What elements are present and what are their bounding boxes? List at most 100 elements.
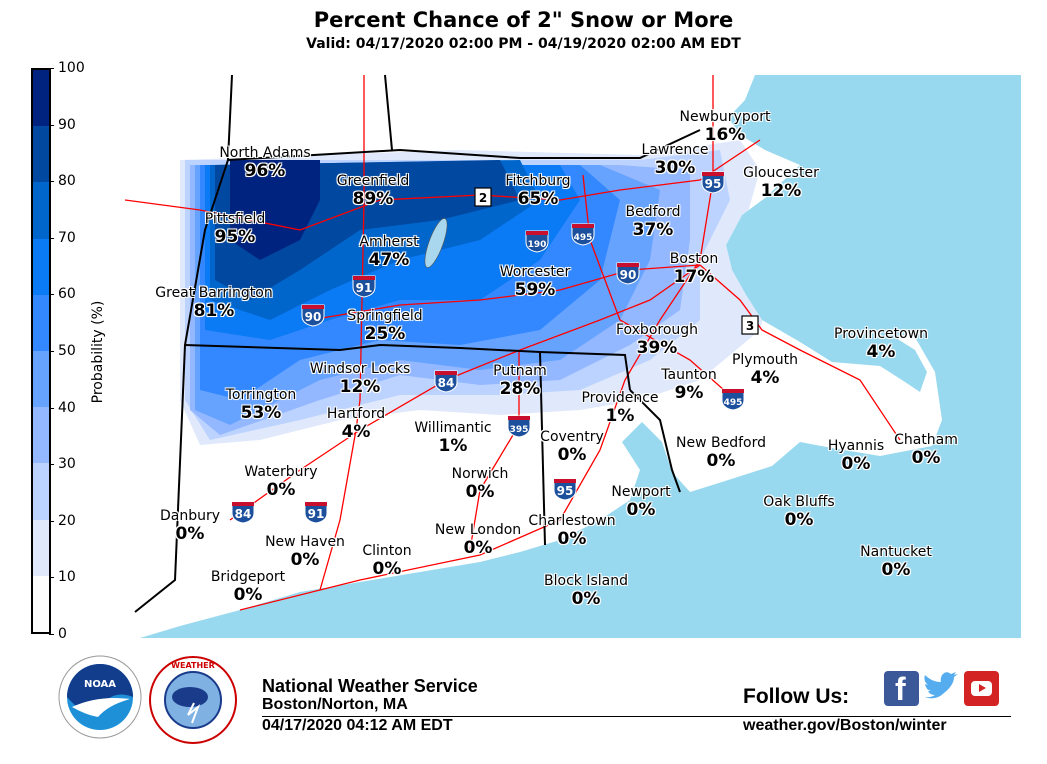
colorbar-label: Probability (%) xyxy=(90,300,106,404)
city-probability: 37% xyxy=(632,220,674,240)
state-borders xyxy=(134,74,701,613)
highway-shield-95: 95 xyxy=(553,478,577,501)
city-probability: 0% xyxy=(706,451,736,471)
city-windsor-locks: Windsor Locks 12% xyxy=(310,361,410,397)
nws-logo: WEATHER xyxy=(149,656,237,744)
city-block-island: Block Island 0% xyxy=(544,573,628,609)
map-title: Percent Chance of 2" Snow or More xyxy=(313,8,734,32)
colorbar-bin xyxy=(33,350,49,408)
probability-contour xyxy=(230,160,320,260)
city-providence: Providence 1% xyxy=(581,390,658,426)
city-name: Providence xyxy=(581,390,659,406)
highway-shield-90: 90 xyxy=(301,304,325,327)
highway-shield-84: 84 xyxy=(434,370,458,393)
colorbar-bin xyxy=(33,182,49,239)
valid-period: Valid: 04/17/2020 02:00 PM - 04/19/2020 … xyxy=(306,36,741,52)
office-location: Boston/Norton, MA xyxy=(262,696,408,713)
svg-text:90: 90 xyxy=(620,268,637,282)
city-foxborough: Foxborough 39% xyxy=(616,322,698,358)
city-name: New Haven xyxy=(265,534,345,550)
state-border xyxy=(184,343,631,391)
city-name: Provincetown xyxy=(834,326,928,342)
city-name: Newport xyxy=(611,484,671,500)
colorbar-tick-mark xyxy=(49,237,54,239)
city-clinton: Clinton 0% xyxy=(362,543,411,579)
issued-time: 04/17/2020 04:12 AM EDT xyxy=(262,717,453,734)
city-new-london: New London 0% xyxy=(435,522,521,558)
svg-text:84: 84 xyxy=(235,507,252,521)
city-probability: 12% xyxy=(760,181,802,201)
city-probability: 30% xyxy=(654,158,696,178)
svg-text:495: 495 xyxy=(724,398,743,408)
city-probability: 0% xyxy=(465,482,495,502)
website-link[interactable]: weather.gov/Boston/winter xyxy=(743,717,947,734)
city-provincetown: Provincetown 4% xyxy=(834,326,928,362)
colorbar-tick-label: 70 xyxy=(58,229,76,246)
city-amherst: Amherst 47% xyxy=(359,234,418,270)
svg-text:3: 3 xyxy=(746,319,754,333)
city-name: Taunton xyxy=(661,367,717,383)
city-willimantic: Willimantic 1% xyxy=(414,420,491,456)
colorbar-tick-mark xyxy=(49,634,54,635)
city-probability: 16% xyxy=(704,125,746,145)
city-name: Torrington xyxy=(225,387,297,403)
city-name: Springfield xyxy=(347,308,423,324)
city-probability: 0% xyxy=(571,589,601,609)
city-name: Bridgeport xyxy=(210,569,286,585)
highway-shield-2: 2 xyxy=(474,187,492,207)
colorbar-tick-mark xyxy=(49,407,54,409)
city-name: Coventry xyxy=(540,429,604,445)
highway-shield-395: 395 xyxy=(507,415,531,438)
city-newburyport: Newburyport 16% xyxy=(679,109,770,145)
city-name: Bedford xyxy=(625,204,681,220)
footer-divider xyxy=(262,716,1011,717)
city-probability: 89% xyxy=(352,189,394,209)
facebook-icon[interactable]: f xyxy=(884,671,919,707)
state-border xyxy=(227,129,701,161)
city-name: New London xyxy=(434,522,522,538)
city-name: North Adams xyxy=(219,145,311,161)
city-probability: 95% xyxy=(214,227,256,247)
twitter-icon[interactable] xyxy=(922,671,958,706)
state-border xyxy=(384,74,393,151)
colorbar-tick-label: 60 xyxy=(58,286,76,303)
city-name: Worcester xyxy=(499,264,571,280)
city-name: Plymouth xyxy=(731,352,799,368)
city-probability: 1% xyxy=(605,406,635,426)
colorbar-tick-label: 80 xyxy=(58,173,76,190)
city-name: Newburyport xyxy=(679,109,771,125)
city-name: Great Barrington xyxy=(155,285,273,301)
city-pittsfield: Pittsfield 95% xyxy=(205,211,266,247)
city-probability: 0% xyxy=(233,585,263,605)
city-probability: 0% xyxy=(911,448,941,468)
colorbar-tick-mark xyxy=(49,124,54,126)
city-probability: 0% xyxy=(784,510,814,530)
city-probability: 59% xyxy=(514,280,556,300)
city-probability: 0% xyxy=(463,538,493,558)
city-hartford: Hartford 4% xyxy=(327,406,385,442)
colorbar-tick-label: 40 xyxy=(58,399,76,416)
road xyxy=(699,264,901,441)
highway-shield-90: 90 xyxy=(616,262,640,285)
highway-shield-495: 495 xyxy=(571,223,595,246)
city-worcester: Worcester 59% xyxy=(500,264,571,300)
svg-text:84: 84 xyxy=(438,376,455,390)
city-hyannis: Hyannis 0% xyxy=(828,438,884,474)
city-probability: 0% xyxy=(881,560,911,580)
city-name: Hyannis xyxy=(827,438,885,454)
city-probability: 0% xyxy=(557,529,587,549)
city-probability: 4% xyxy=(341,422,371,442)
city-charlestown: Charlestown 0% xyxy=(528,513,615,549)
city-danbury: Danbury 0% xyxy=(160,508,220,544)
city-putnam: Putnam 28% xyxy=(493,363,547,399)
highway-shield-91: 91 xyxy=(352,275,376,298)
colorbar xyxy=(31,68,51,634)
colorbar-bin xyxy=(33,294,49,351)
city-newport: Newport 0% xyxy=(611,484,670,520)
city-probability: 17% xyxy=(673,267,715,287)
city-fitchburg: Fitchburg 65% xyxy=(505,173,570,209)
youtube-icon[interactable] xyxy=(964,671,999,706)
city-north-adams: North Adams 96% xyxy=(219,145,310,181)
city-probability: 0% xyxy=(626,500,656,520)
